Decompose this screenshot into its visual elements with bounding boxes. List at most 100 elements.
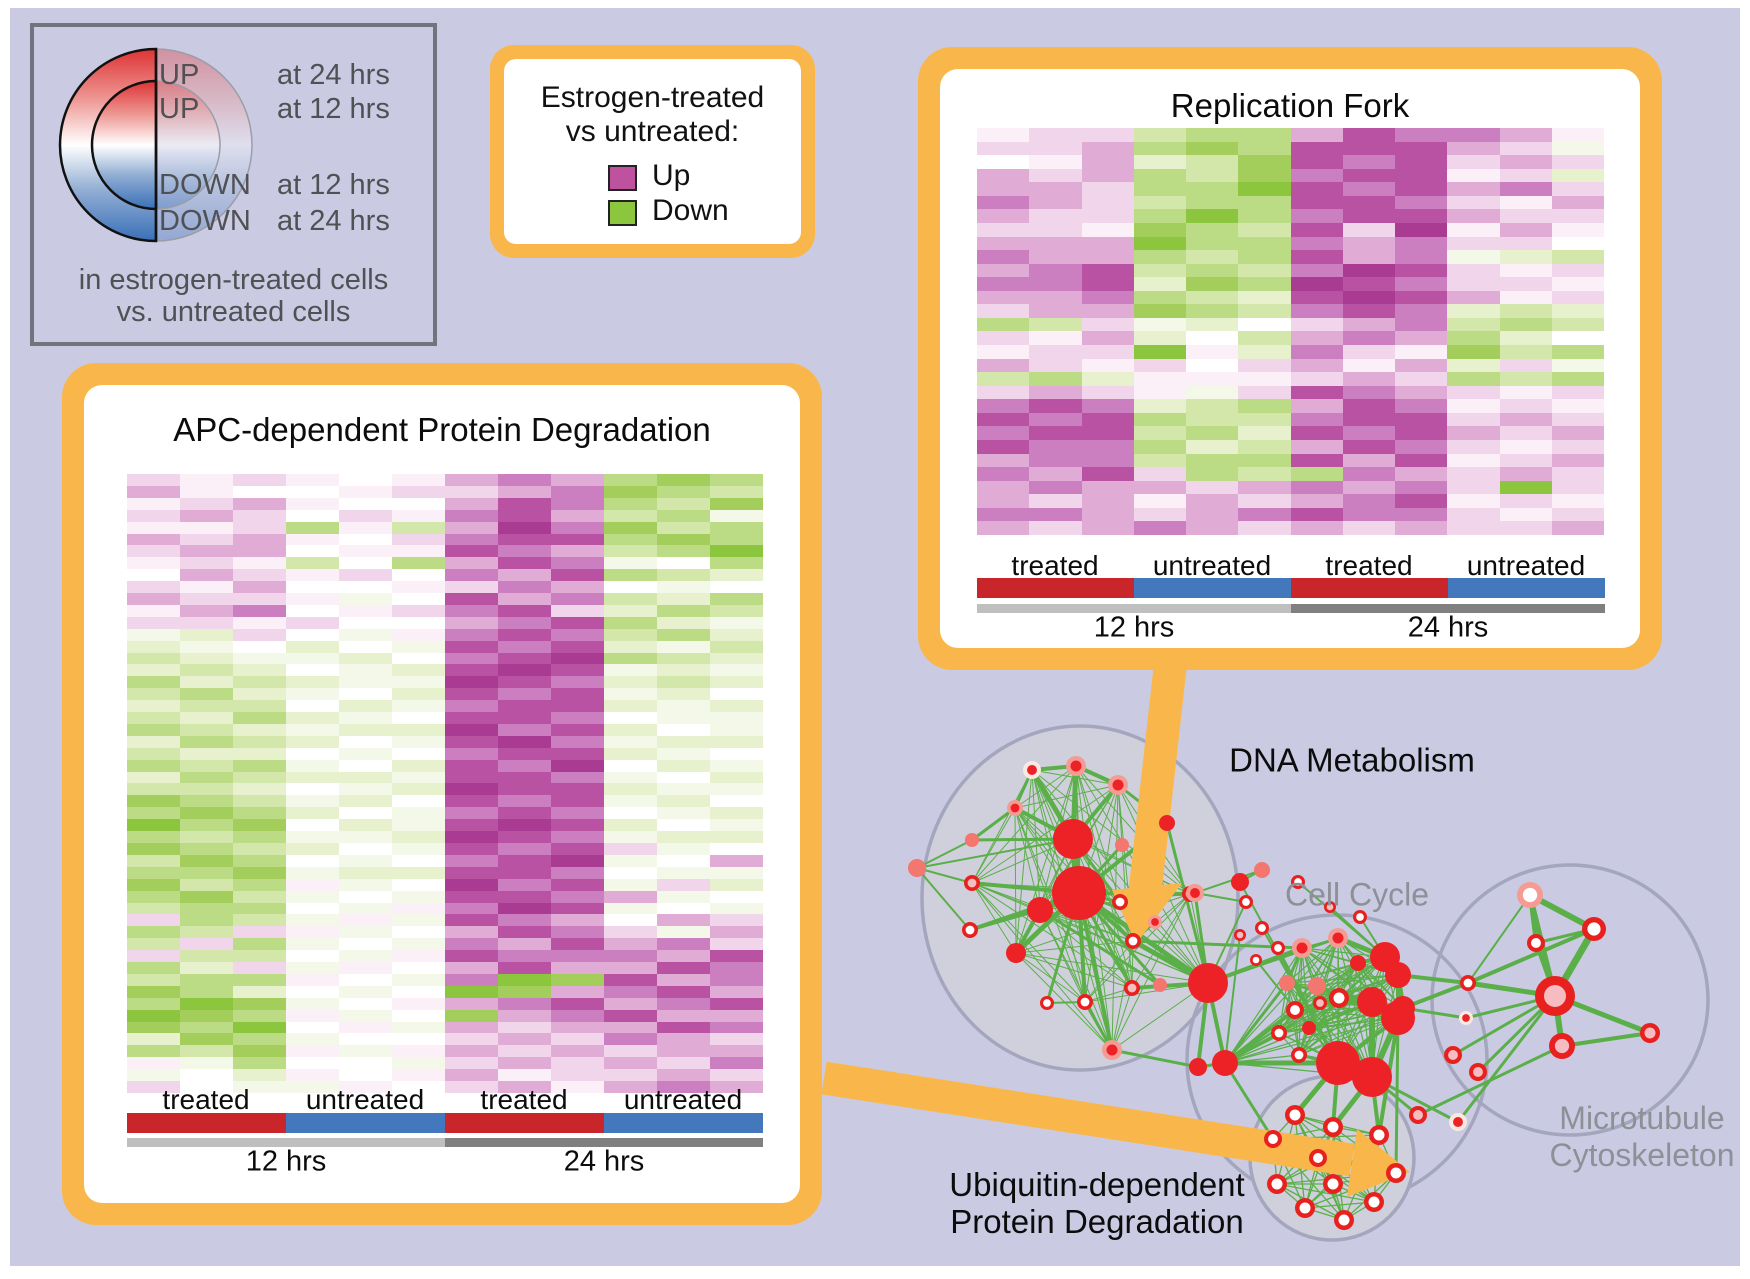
- heatmap-cell: [339, 771, 392, 784]
- dna-metabolism-label: DNA Metabolism: [1229, 741, 1475, 779]
- heatmap-cell: [710, 1069, 763, 1082]
- heatmap-cell: [498, 771, 551, 784]
- heatmap-cell: [127, 604, 180, 617]
- heatmap-cell: [710, 866, 763, 879]
- heatmap-cell: [127, 997, 180, 1010]
- heatmap-cell: [551, 771, 604, 784]
- heatmap-cell: [1238, 399, 1291, 413]
- heatmap-cell: [180, 735, 233, 748]
- heatmap-cell: [1447, 494, 1500, 508]
- heatmap-cell: [445, 604, 498, 617]
- heatmap-cell: [1447, 304, 1500, 318]
- heatmap-cell: [604, 616, 657, 629]
- heatmap-cell: [392, 1081, 445, 1093]
- heatmap-cell: [498, 1081, 551, 1093]
- heatmap-cell: [339, 735, 392, 748]
- heatmap-cell: [1447, 263, 1500, 278]
- heatmap-cell: [1395, 426, 1448, 441]
- heatmap-cell: [180, 688, 233, 701]
- apc-group-label-3: treated: [480, 1084, 568, 1115]
- heatmap-cell: [657, 1033, 710, 1046]
- heatmap-cell: [977, 141, 1030, 156]
- heatmap-cell: [1290, 236, 1343, 251]
- heatmap-cell: [127, 652, 180, 665]
- heatmap-cell: [1238, 426, 1291, 441]
- heatmap-cell: [127, 712, 180, 724]
- heatmap-cell: [286, 545, 339, 558]
- heatmap-cell: [1133, 331, 1186, 346]
- heatmap-cell: [1342, 345, 1395, 359]
- heatmap-cell: [1290, 209, 1343, 223]
- heatmap-cell: [445, 1009, 498, 1022]
- heatmap-cell: [977, 480, 1030, 495]
- heatmap-cell: [445, 1045, 498, 1058]
- heatmap-cell: [1342, 277, 1395, 291]
- heatmap-cell: [127, 985, 180, 998]
- heatmap-cell: [1395, 480, 1448, 495]
- heatmap-cell: [233, 926, 286, 939]
- heatmap-cell: [392, 962, 445, 974]
- heatmap-cell: [498, 509, 551, 522]
- heatmap-cell: [1499, 345, 1552, 359]
- heatmap-cell: [1029, 426, 1082, 441]
- heatmap-cell: [710, 533, 763, 546]
- heatmap-cell: [1133, 385, 1186, 400]
- heatmap-cell: [498, 938, 551, 951]
- heatmap-cell: [392, 938, 445, 951]
- heatmap-cell: [445, 545, 498, 558]
- heatmap-cell: [127, 795, 180, 808]
- heatmap-cell: [1551, 426, 1604, 441]
- heatmap-cell: [604, 723, 657, 736]
- heatmap-cell: [233, 819, 286, 832]
- heatmap-cell: [286, 485, 339, 498]
- heatmap-cell: [445, 569, 498, 582]
- heatmap-cell: [286, 997, 339, 1010]
- heatmap-cell: [657, 735, 710, 748]
- heatmap-cell: [1238, 236, 1291, 251]
- heatmap-cell: [1447, 507, 1500, 522]
- apc-treated-bar-12: [127, 1113, 286, 1133]
- heatmap-cell: [710, 1021, 763, 1034]
- heatmap-cell: [604, 747, 657, 760]
- heatmap-cell: [286, 783, 339, 796]
- heatmap-cell: [657, 819, 710, 832]
- heatmap-cell: [286, 1069, 339, 1082]
- heatmap-cell: [127, 854, 180, 867]
- heatmap-cell: [604, 664, 657, 677]
- heatmap-cell: [1499, 453, 1552, 468]
- heatmap-cell: [1029, 507, 1082, 522]
- heatmap-cell: [392, 1009, 445, 1022]
- heatmap-cell: [551, 628, 604, 641]
- heatmap-cell: [710, 545, 763, 558]
- heatmap-cell: [445, 652, 498, 665]
- heatmap-cell: [604, 640, 657, 653]
- heatmap-cell: [604, 700, 657, 713]
- heatmap-cell: [657, 997, 710, 1010]
- heatmap-cell: [127, 1045, 180, 1058]
- heatmap-cell: [498, 1021, 551, 1034]
- heatmap-cell: [233, 581, 286, 594]
- heatmap-cell: [551, 616, 604, 629]
- heatmap-cell: [977, 250, 1030, 264]
- heatmap-cell: [710, 997, 763, 1010]
- heatmap-cell: [1290, 141, 1343, 156]
- heatmap-cell: [1447, 358, 1500, 373]
- heatmap-cell: [233, 521, 286, 534]
- microtubule-label-line1: Microtubule: [1559, 1100, 1725, 1136]
- heatmap-cell: [604, 878, 657, 891]
- heatmap-cell: [1395, 222, 1448, 237]
- heatmap-cell: [127, 723, 180, 736]
- heatmap-cell: [339, 1021, 392, 1034]
- heatmap-cell: [1551, 304, 1604, 318]
- heatmap-cell: [233, 771, 286, 784]
- heatmap-cell: [498, 604, 551, 617]
- heatmap-cell: [1081, 453, 1134, 468]
- heatmap-cell: [604, 652, 657, 665]
- heatmap-cell: [1395, 507, 1448, 522]
- heatmap-cell: [233, 831, 286, 844]
- heatmap-cell: [1395, 304, 1448, 318]
- heatmap-cell: [1499, 372, 1552, 386]
- heatmap-cell: [1081, 385, 1134, 400]
- ring-legend-box: UP UP DOWN DOWN at 24 hrs at 12 hrs at 1…: [30, 23, 437, 346]
- heatmap-cell: [657, 640, 710, 653]
